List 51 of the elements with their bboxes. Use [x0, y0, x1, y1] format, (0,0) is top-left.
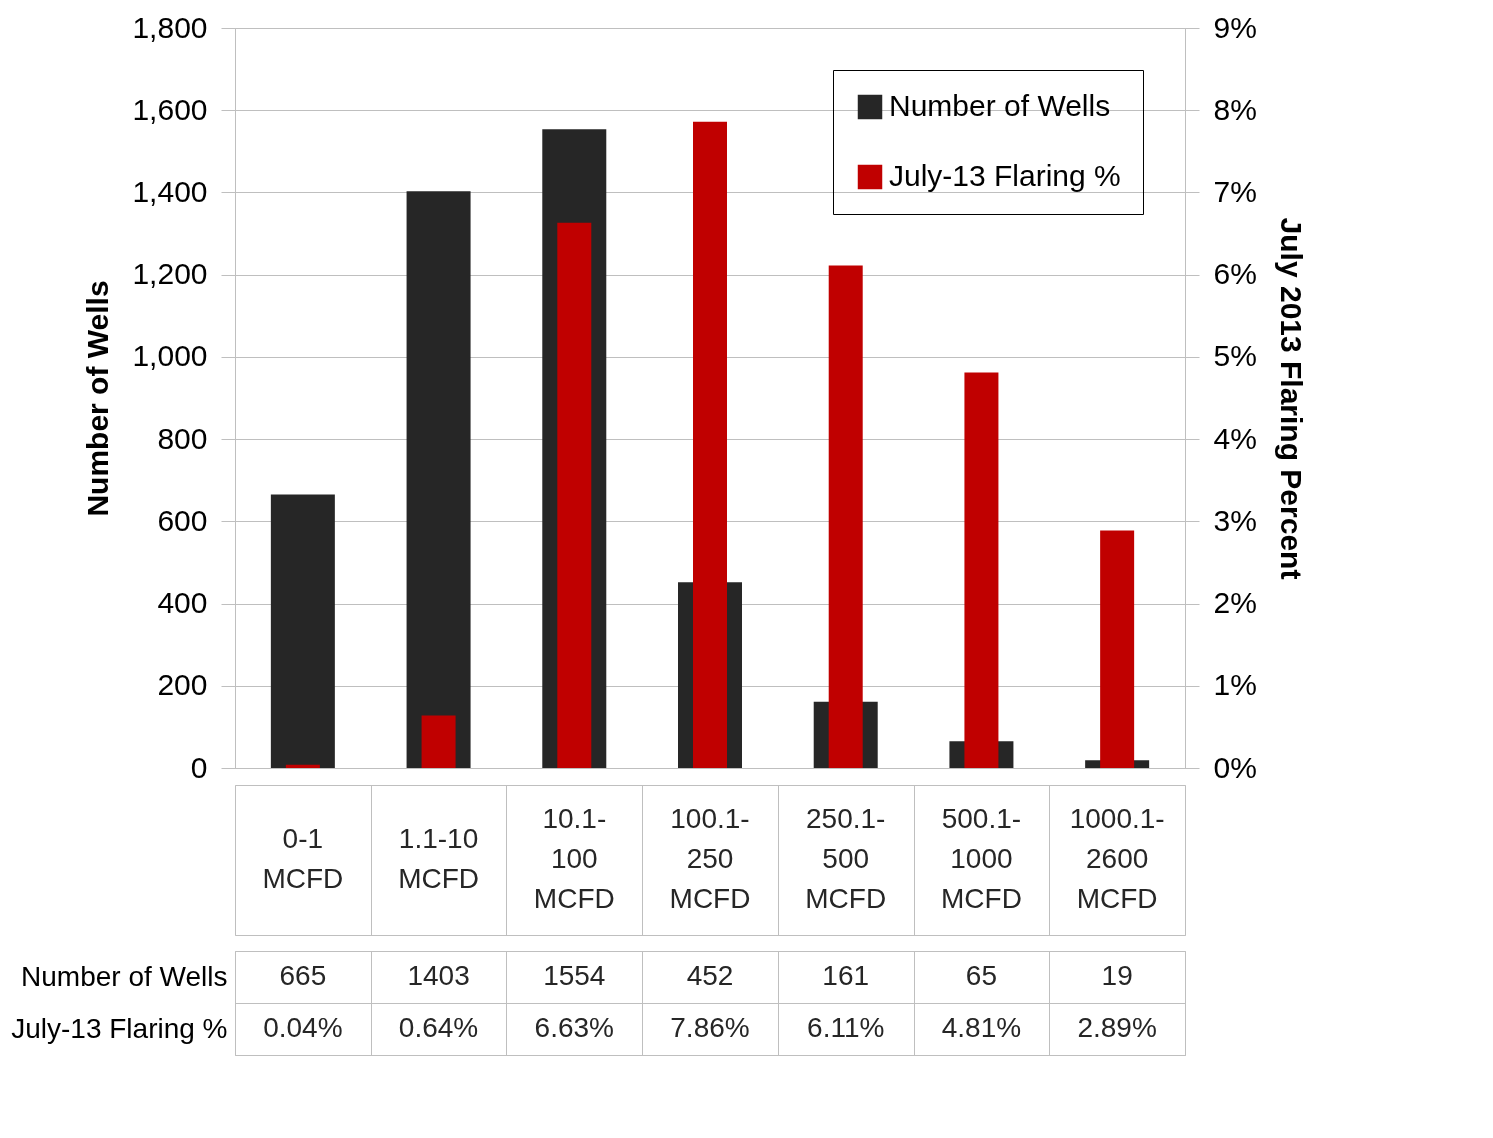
y2-tick-label: 3%	[1213, 503, 1257, 537]
x-tick-label: 1000.1-2600 MCFD	[1069, 803, 1165, 914]
y-axis-title: Number of Wells	[81, 280, 115, 517]
data-label: 19	[1101, 960, 1133, 991]
y2-tick-label: 2%	[1213, 586, 1257, 620]
y-tick-label: 1,200	[132, 257, 208, 291]
bar	[285, 764, 320, 768]
bar	[421, 715, 456, 768]
y-tick-label: 1,000	[132, 339, 208, 373]
y2-tick-label: 5%	[1213, 339, 1257, 373]
data-label: 0.04%	[263, 1012, 343, 1043]
data-label: 7.86%	[670, 1012, 750, 1043]
data-label: 665	[279, 960, 327, 991]
y2-tick-label: 4%	[1213, 421, 1257, 455]
data-label: 6.11%	[807, 1012, 885, 1043]
y-tick-label: 1,400	[132, 174, 208, 208]
y-tick-label: 600	[157, 503, 208, 537]
data-label: 0.64%	[398, 1012, 479, 1043]
x-tick-label: 10.1-100 MCFD	[533, 803, 615, 914]
data-label: 452	[686, 960, 734, 991]
text: July-13 Flaring %	[11, 1012, 228, 1044]
legend-label: July-13 Flaring %	[889, 159, 1121, 192]
data-label: 65	[965, 960, 998, 991]
bar	[270, 494, 335, 768]
legend-label: Number of Wells	[889, 89, 1111, 122]
y2-tick-label: 0%	[1213, 750, 1257, 784]
x-tick-label: 0-1 MCFD	[262, 823, 344, 894]
y-tick-label: 400	[157, 586, 208, 620]
data-label: 161	[822, 960, 870, 991]
y2-tick-label: 9%	[1213, 10, 1257, 44]
data-label: 4.81%	[941, 1012, 1022, 1043]
y-tick-label: 0	[190, 750, 208, 784]
text: Number of Wells	[21, 960, 228, 992]
y-tick-label: 1,800	[132, 10, 208, 44]
data-label: 1403	[407, 960, 470, 991]
data-label: 6.63%	[534, 1012, 614, 1043]
y-tick-label: 800	[157, 421, 208, 455]
y2-tick-label: 6%	[1213, 257, 1257, 291]
y2-tick-label: 8%	[1213, 92, 1257, 126]
y2-tick-label: 1%	[1213, 668, 1257, 702]
bar	[406, 191, 471, 768]
data-label: 2.89%	[1077, 1012, 1157, 1043]
y2-tick-label: 7%	[1213, 174, 1257, 208]
y-tick-label: 1,600	[132, 92, 208, 126]
y-tick-label: 200	[157, 668, 208, 702]
y2-axis-title: July 2013 Flaring Percent	[1274, 217, 1308, 580]
x-tick-label: 250.1-500 MCFD	[805, 803, 887, 914]
x-tick-label: 500.1-1000 MCFD	[940, 803, 1022, 914]
data-label: 1554	[543, 960, 606, 991]
x-tick-label: 100.1-250 MCFD	[669, 803, 751, 914]
x-tick-label: 1.1-10 MCFD	[398, 823, 480, 894]
